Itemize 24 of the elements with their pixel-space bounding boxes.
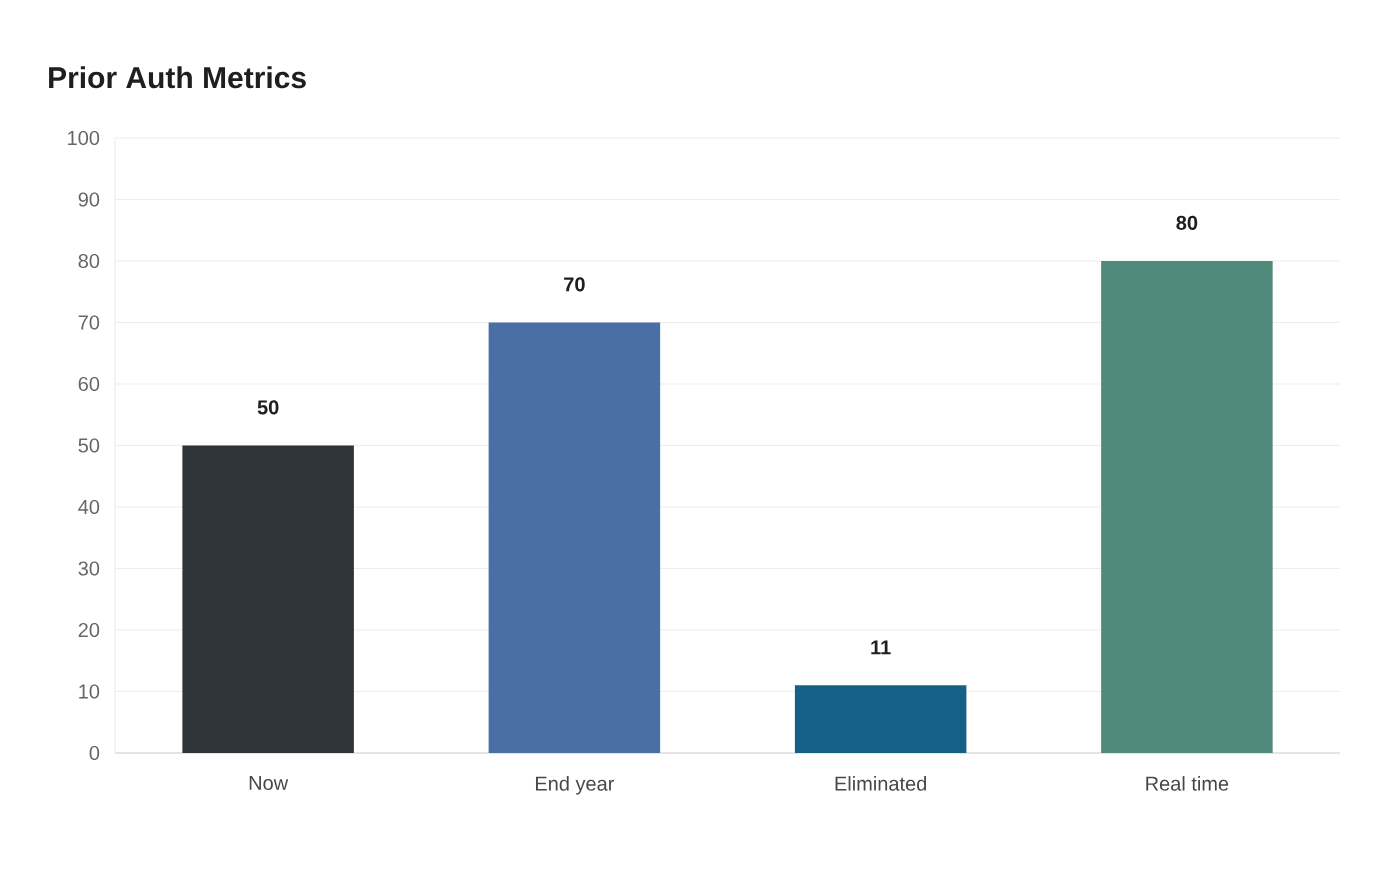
x-tick-label: End year	[536, 776, 615, 795]
chart-title: Prior Auth Metrics	[49, 66, 306, 89]
y-tick-label: 60	[78, 376, 100, 392]
bar	[794, 685, 967, 753]
y-tick-label: 10	[79, 684, 100, 699]
y-tick-label: 30	[78, 561, 100, 576]
y-tick-label: 70	[78, 315, 100, 330]
y-tick-label: 80	[78, 253, 100, 269]
bar	[488, 322, 661, 753]
data-label: 50	[257, 400, 279, 415]
data-label: 70	[564, 277, 585, 292]
y-tick-label: 100	[68, 130, 100, 146]
y-tick-label: 20	[78, 622, 100, 638]
x-tick-label: Eliminated	[835, 776, 927, 791]
data-label: 11	[871, 640, 891, 655]
y-tick-label: 90	[78, 192, 100, 207]
data-label: 80	[1176, 215, 1198, 230]
y-tick-label: 40	[78, 499, 100, 515]
y-tick-label: 50	[78, 438, 100, 453]
bar	[1101, 261, 1273, 753]
bar	[182, 445, 354, 753]
x-tick-label: Real time	[1146, 776, 1229, 791]
x-tick-label: Now	[249, 776, 289, 791]
y-tick-label: 0	[89, 745, 100, 761]
